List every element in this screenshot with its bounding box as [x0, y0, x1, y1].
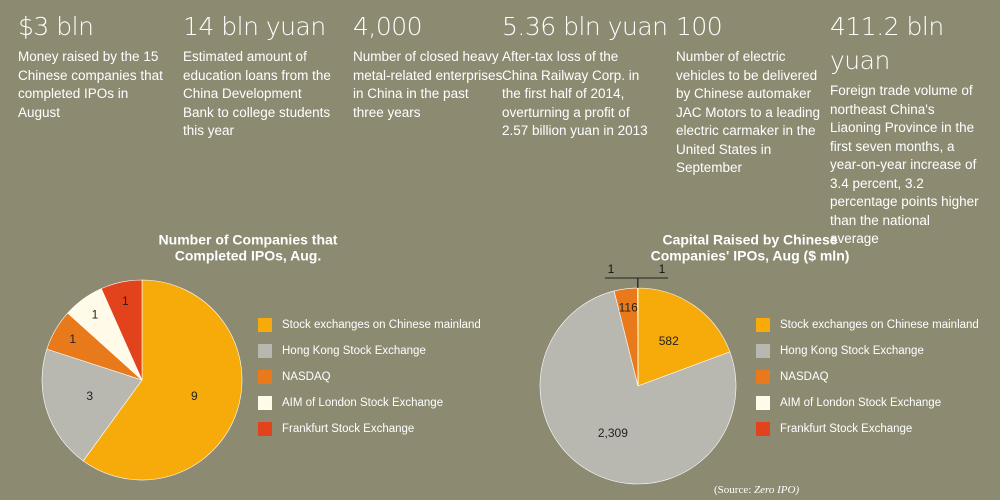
data-label: 1 — [608, 262, 615, 276]
stat-figure: 100 — [676, 12, 723, 41]
legend-label: Frankfurt Stock Exchange — [282, 423, 414, 435]
data-label: 1 — [92, 307, 99, 321]
legend-label: AIM of London Stock Exchange — [282, 397, 443, 409]
legend-swatch — [756, 396, 770, 410]
stat: 411.2 bln yuan Foreign trade volume of no… — [830, 10, 1000, 249]
stat: 100 Number of electric vehicles to be del… — [676, 10, 826, 178]
data-label: 1 — [659, 262, 666, 276]
legend-swatch — [258, 344, 272, 358]
stat-text: Foreign trade volume of northeast China'… — [830, 83, 979, 246]
leader-line — [605, 277, 639, 289]
data-label: 9 — [191, 389, 198, 403]
stat: $3 bln Money raised by the 15 Chinese com… — [18, 10, 168, 122]
data-label: 1 — [122, 294, 129, 308]
data-label: 1 — [69, 332, 76, 346]
legend-label: AIM of London Stock Exchange — [780, 397, 941, 409]
legend-swatch — [258, 422, 272, 436]
stat: 5.36 bln yuan After-tax loss of the China… — [502, 10, 668, 141]
leader-line — [637, 277, 668, 289]
chart-title: Companies' IPOs, Aug ($ mln) — [651, 248, 850, 264]
legend-label: NASDAQ — [282, 371, 331, 383]
source-name: Zero IPO) — [754, 484, 800, 496]
stat-figure: 4,000 — [353, 12, 423, 41]
stat-text: Number of closed heavy metal-related ent… — [353, 49, 503, 120]
data-label: 3 — [86, 389, 93, 403]
stat-text: Number of electric vehicles to be delive… — [676, 49, 821, 175]
legend-label: NASDAQ — [780, 371, 829, 383]
legend-label: Hong Kong Stock Exchange — [780, 345, 924, 357]
stat: 14 bln yuan Estimated amount of education… — [183, 10, 333, 141]
stat-figure: 5.36 bln yuan — [502, 12, 668, 41]
legend-label: Stock exchanges on Chinese mainland — [780, 319, 979, 331]
stat-figure: 14 bln yuan — [183, 12, 326, 41]
stat-text: Money raised by the 15 Chinese companies… — [18, 49, 163, 120]
legend-swatch — [756, 344, 770, 358]
legend-label: Stock exchanges on Chinese mainland — [282, 319, 481, 331]
data-label: 116 — [619, 300, 638, 314]
stat-text: Estimated amount of education loans from… — [183, 49, 331, 138]
stat-text: After-tax loss of the China Railway Corp… — [502, 49, 648, 138]
legend-swatch — [258, 396, 272, 410]
pie-slice — [539, 290, 737, 485]
data-label: 2,309 — [598, 426, 628, 440]
legend-swatch — [756, 370, 770, 384]
chart-title: Completed IPOs, Aug. — [175, 248, 322, 264]
legend-swatch — [258, 318, 272, 332]
legend-label: Hong Kong Stock Exchange — [282, 345, 426, 357]
data-label: 582 — [659, 334, 679, 348]
pie-slice — [82, 279, 243, 481]
stat-figure: 411.2 bln yuan — [830, 12, 944, 75]
chart-title: Capital Raised by Chinese — [662, 232, 837, 248]
pie-slice — [100, 279, 143, 381]
stat: 4,000 Number of closed heavy metal-relate… — [353, 10, 503, 122]
pie-slice — [637, 287, 731, 387]
legend-swatch — [258, 370, 272, 384]
source: (Source: Zero IPO) — [714, 484, 799, 496]
chart-title: Number of Companies that — [159, 232, 338, 248]
source-label: (Source: — [714, 484, 752, 496]
legend-swatch — [756, 318, 770, 332]
legend-swatch — [756, 422, 770, 436]
pie-slice — [41, 348, 143, 462]
stat-figure: $3 bln — [18, 12, 94, 41]
legend-label: Frankfurt Stock Exchange — [780, 423, 912, 435]
